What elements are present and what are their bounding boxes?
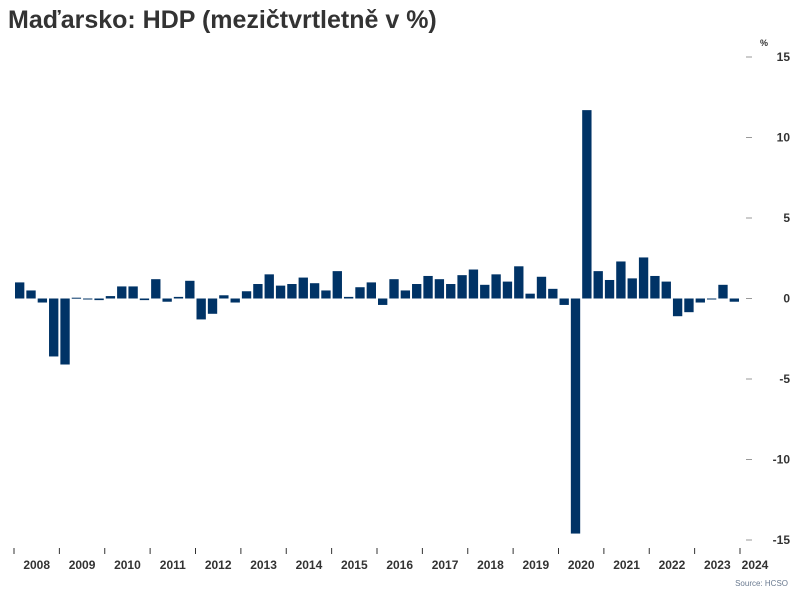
y-tick-label: -15	[773, 533, 791, 547]
bar	[343, 296, 354, 299]
bar	[570, 298, 581, 534]
bar	[672, 298, 683, 317]
bar	[241, 291, 252, 299]
bar	[616, 261, 626, 299]
bar	[706, 298, 717, 300]
bar	[695, 298, 705, 303]
bar	[423, 275, 433, 299]
y-tick-label: 5	[783, 211, 790, 225]
bar	[71, 297, 82, 299]
bar	[117, 286, 127, 299]
chart-title: Maďarsko: HDP (mezičtvrtletně v %)	[8, 6, 437, 34]
bar	[525, 293, 535, 299]
bar	[37, 298, 48, 303]
bar	[253, 284, 263, 299]
bar	[650, 275, 660, 299]
bar	[593, 271, 603, 299]
x-tick-label: 2015	[341, 558, 368, 572]
y-tick-label: 10	[777, 131, 791, 145]
x-tick-label: 2014	[296, 558, 323, 572]
y-axis-unit: %	[760, 38, 768, 48]
x-tick-label: 2022	[659, 558, 686, 572]
bar	[378, 298, 388, 305]
bar	[230, 298, 240, 303]
x-tick-label: 2017	[432, 558, 459, 572]
bar	[162, 298, 172, 302]
x-tick-label: 2013	[250, 558, 277, 572]
bar	[298, 277, 308, 299]
bar	[219, 295, 229, 299]
bar	[151, 279, 161, 299]
bar	[627, 278, 637, 299]
bar	[480, 284, 490, 299]
bar	[15, 282, 25, 299]
bar	[196, 298, 206, 320]
x-tick-label: 2011	[160, 558, 186, 572]
bar	[94, 298, 104, 301]
x-tick-label: 2018	[477, 558, 504, 572]
bar	[412, 284, 422, 299]
bar	[332, 271, 342, 299]
bar	[514, 266, 524, 299]
bar	[185, 280, 195, 299]
x-tick-label: 2020	[568, 558, 595, 572]
x-tick-label: 2008	[23, 558, 50, 572]
bar	[457, 275, 467, 299]
bar	[536, 276, 547, 299]
bar	[446, 284, 456, 299]
bar	[275, 285, 286, 299]
bar	[491, 274, 501, 299]
x-tick-label: 2024	[742, 558, 769, 572]
x-tick-label: 2016	[386, 558, 413, 572]
x-tick-label: 2019	[522, 558, 549, 572]
bar	[604, 279, 615, 299]
bar	[389, 279, 399, 299]
bar	[83, 298, 93, 300]
bar	[582, 110, 592, 299]
bar	[468, 269, 479, 299]
bar	[128, 286, 138, 299]
y-tick-label: -10	[773, 453, 791, 467]
x-tick-label: 2012	[205, 558, 232, 572]
x-tick-label: 2023	[704, 558, 731, 572]
x-tick-label: 2009	[69, 558, 96, 572]
bar	[139, 298, 150, 301]
bar	[661, 281, 671, 299]
bar	[502, 281, 513, 299]
bar	[207, 298, 218, 314]
source-note: Source: HCSO	[735, 579, 788, 588]
bar	[548, 288, 558, 299]
bar	[559, 298, 569, 305]
bar	[49, 298, 59, 357]
y-tick-label: 15	[777, 50, 791, 64]
bar	[400, 290, 411, 299]
bar	[434, 279, 445, 299]
bar	[264, 274, 274, 299]
bar	[105, 296, 116, 299]
bar	[638, 257, 649, 299]
bar	[355, 287, 365, 299]
bar	[173, 296, 184, 299]
bar	[26, 290, 36, 299]
bar	[729, 298, 739, 302]
x-tick-label: 2010	[114, 558, 141, 572]
bar	[321, 290, 331, 299]
y-tick-label: -5	[779, 372, 790, 386]
x-tick-label: 2021	[613, 558, 640, 572]
bar	[60, 298, 70, 365]
bar	[718, 284, 728, 299]
bar	[684, 298, 694, 313]
bar	[287, 284, 297, 299]
bar	[366, 282, 376, 299]
y-tick-label: 0	[783, 292, 790, 306]
bar	[309, 283, 320, 299]
